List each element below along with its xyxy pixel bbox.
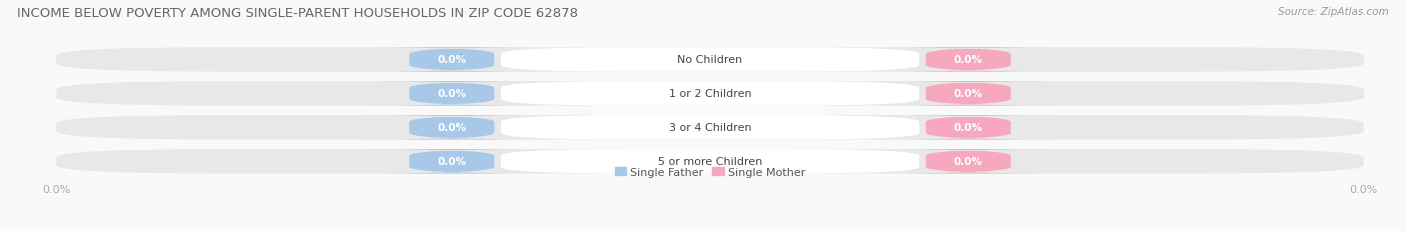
- FancyBboxPatch shape: [880, 116, 1056, 140]
- FancyBboxPatch shape: [880, 82, 1056, 106]
- Text: Source: ZipAtlas.com: Source: ZipAtlas.com: [1278, 7, 1389, 17]
- FancyBboxPatch shape: [501, 82, 920, 106]
- FancyBboxPatch shape: [501, 149, 920, 174]
- Text: 0.0%: 0.0%: [437, 123, 467, 133]
- Text: INCOME BELOW POVERTY AMONG SINGLE-PARENT HOUSEHOLDS IN ZIP CODE 62878: INCOME BELOW POVERTY AMONG SINGLE-PARENT…: [17, 7, 578, 20]
- FancyBboxPatch shape: [364, 82, 540, 106]
- FancyBboxPatch shape: [56, 149, 1364, 174]
- FancyBboxPatch shape: [880, 149, 1056, 174]
- Text: 0.0%: 0.0%: [953, 157, 983, 167]
- FancyBboxPatch shape: [880, 48, 1056, 72]
- FancyBboxPatch shape: [56, 116, 1364, 140]
- FancyBboxPatch shape: [56, 48, 1364, 72]
- Text: No Children: No Children: [678, 55, 742, 65]
- Text: 0.0%: 0.0%: [953, 55, 983, 65]
- Text: 5 or more Children: 5 or more Children: [658, 157, 762, 167]
- FancyBboxPatch shape: [364, 116, 540, 140]
- Text: 0.0%: 0.0%: [437, 55, 467, 65]
- FancyBboxPatch shape: [501, 116, 920, 140]
- Text: 1 or 2 Children: 1 or 2 Children: [669, 89, 751, 99]
- FancyBboxPatch shape: [56, 82, 1364, 106]
- Text: 0.0%: 0.0%: [437, 89, 467, 99]
- Text: 3 or 4 Children: 3 or 4 Children: [669, 123, 751, 133]
- FancyBboxPatch shape: [364, 149, 540, 174]
- Text: 0.0%: 0.0%: [437, 157, 467, 167]
- FancyBboxPatch shape: [364, 48, 540, 72]
- FancyBboxPatch shape: [501, 48, 920, 72]
- Text: 0.0%: 0.0%: [953, 89, 983, 99]
- Text: 0.0%: 0.0%: [953, 123, 983, 133]
- Legend: Single Father, Single Mother: Single Father, Single Mother: [610, 163, 810, 182]
